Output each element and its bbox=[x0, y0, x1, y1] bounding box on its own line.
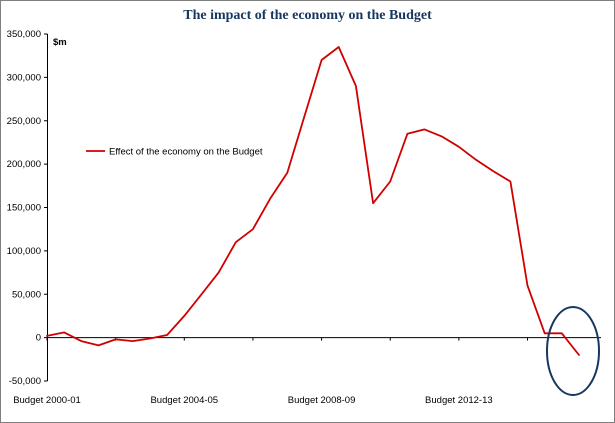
y-axis-unit-label: $m bbox=[53, 37, 67, 48]
legend-label: Effect of the economy on the Budget bbox=[109, 147, 263, 158]
y-axis-tick-label: 300,000 bbox=[7, 72, 41, 83]
y-axis-tick-label: -50,000 bbox=[9, 376, 41, 387]
chart-title: The impact of the economy on the Budget bbox=[183, 8, 432, 23]
x-axis-tick-label: Budget 2008-09 bbox=[288, 395, 356, 406]
y-axis-tick-label: 350,000 bbox=[7, 29, 41, 40]
y-axis-tick-label: 250,000 bbox=[7, 116, 41, 127]
highlight-ellipse-annotation bbox=[546, 306, 600, 396]
y-axis-tick-label: 200,000 bbox=[7, 159, 41, 170]
line-chart: 350,000 300,000 250,000 200,000 150,000 100,0… bbox=[7, 29, 601, 406]
x-axis-tick-label: Budget 2000-01 bbox=[13, 395, 81, 406]
y-axis-tick-label: 50,000 bbox=[12, 289, 41, 300]
series-line-economy-effect bbox=[46, 46, 580, 356]
x-axis-tick-label: Budget 2012-13 bbox=[425, 395, 493, 406]
x-axis-tick-label: Budget 2004-05 bbox=[150, 395, 218, 406]
y-axis-tick-label: 150,000 bbox=[7, 203, 41, 214]
y-axis-tick-label: 0 bbox=[36, 333, 41, 344]
y-axis-tick-label: 100,000 bbox=[7, 246, 41, 257]
